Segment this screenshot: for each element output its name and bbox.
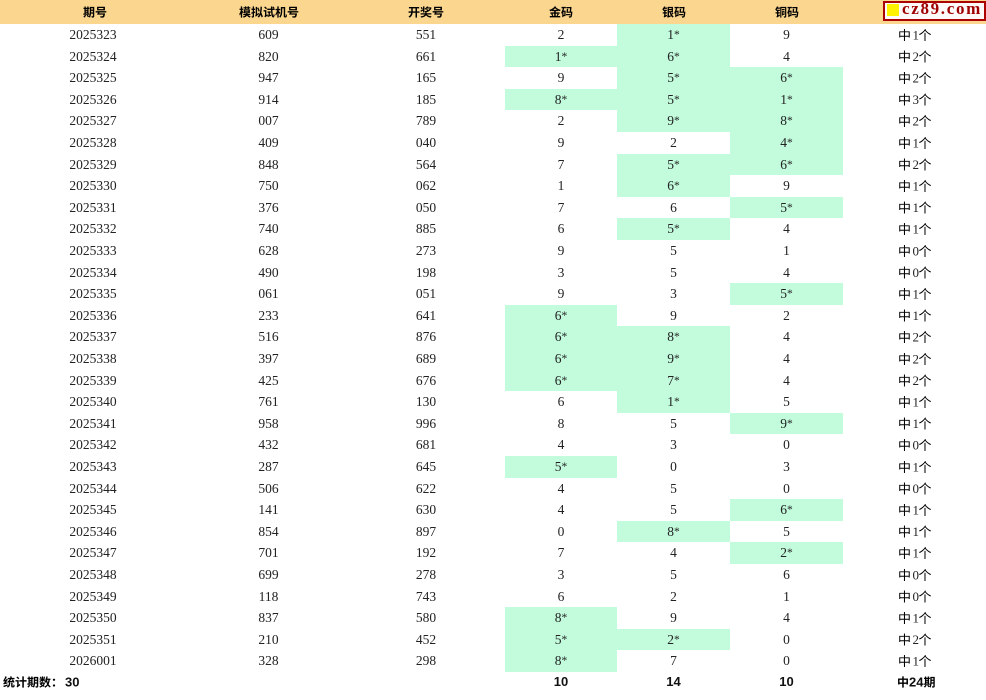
svg-text:1: 1 bbox=[912, 308, 919, 323]
svg-text:2: 2 bbox=[912, 157, 919, 172]
svg-text:1: 1 bbox=[912, 27, 919, 42]
svg-text:0: 0 bbox=[912, 481, 919, 496]
svg-text:1: 1 bbox=[912, 459, 919, 474]
svg-text:2: 2 bbox=[912, 373, 919, 388]
svg-text:1: 1 bbox=[912, 286, 919, 301]
svg-text:30: 30 bbox=[65, 674, 79, 689]
svg-text:1: 1 bbox=[912, 416, 919, 431]
svg-text:2: 2 bbox=[912, 113, 919, 128]
svg-text:2: 2 bbox=[912, 49, 919, 64]
svg-text:24: 24 bbox=[909, 675, 924, 690]
svg-text:0: 0 bbox=[912, 567, 919, 582]
svg-text:2: 2 bbox=[912, 70, 919, 85]
svg-text:2: 2 bbox=[912, 632, 919, 647]
svg-text:2: 2 bbox=[912, 351, 919, 366]
svg-text:1: 1 bbox=[912, 178, 919, 193]
svg-text:1: 1 bbox=[912, 610, 919, 625]
svg-text:0: 0 bbox=[912, 589, 919, 604]
svg-text:2: 2 bbox=[912, 329, 919, 344]
svg-text:1: 1 bbox=[912, 200, 919, 215]
svg-text:3: 3 bbox=[912, 92, 919, 107]
svg-text:1: 1 bbox=[912, 394, 919, 409]
svg-text:1: 1 bbox=[912, 524, 919, 539]
svg-text:0: 0 bbox=[912, 243, 919, 258]
svg-text:1: 1 bbox=[912, 135, 919, 150]
svg-text:0: 0 bbox=[912, 437, 919, 452]
svg-text:1: 1 bbox=[912, 653, 919, 668]
svg-text:0: 0 bbox=[912, 265, 919, 280]
svg-text:1: 1 bbox=[912, 545, 919, 560]
svg-text:1: 1 bbox=[912, 502, 919, 517]
svg-text:1: 1 bbox=[912, 221, 919, 236]
